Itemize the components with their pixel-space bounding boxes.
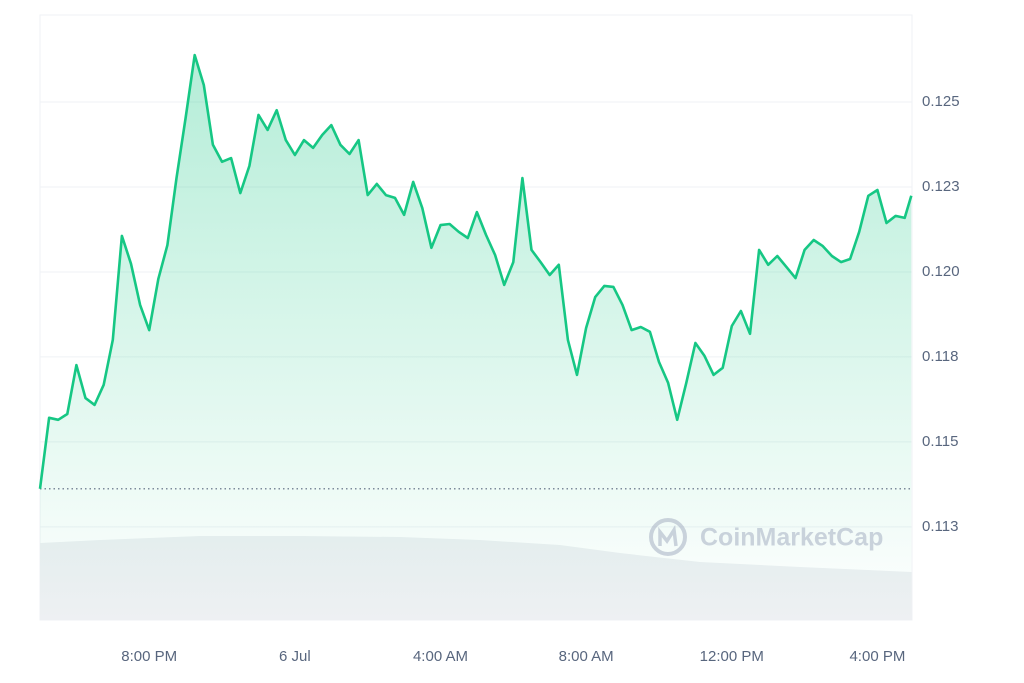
x-tick-label: 8:00 AM	[559, 648, 614, 665]
watermark-logo-mark	[658, 524, 678, 547]
watermark-logo	[649, 518, 687, 556]
y-tick-label: 0.125	[922, 93, 960, 110]
y-tick-label: 0.120	[922, 263, 960, 280]
x-tick-label: 4:00 AM	[413, 648, 468, 665]
x-tick-label: 4:00 PM	[849, 648, 905, 665]
price-area	[40, 55, 912, 621]
y-tick-label: 0.118	[922, 348, 958, 365]
y-tick-label: 0.113	[922, 518, 958, 535]
x-tick-label: 12:00 PM	[700, 648, 764, 665]
x-tick-label: 8:00 PM	[121, 648, 177, 665]
price-line	[38, 53, 913, 489]
x-tick-label: 6 Jul	[279, 648, 311, 665]
y-tick-label: 0.115	[922, 433, 958, 450]
watermark-text: CoinMarketCap	[700, 524, 883, 552]
y-tick-label: 0.123	[922, 178, 960, 195]
watermark: CoinMarketCap	[649, 518, 883, 556]
plot	[38, 53, 913, 621]
